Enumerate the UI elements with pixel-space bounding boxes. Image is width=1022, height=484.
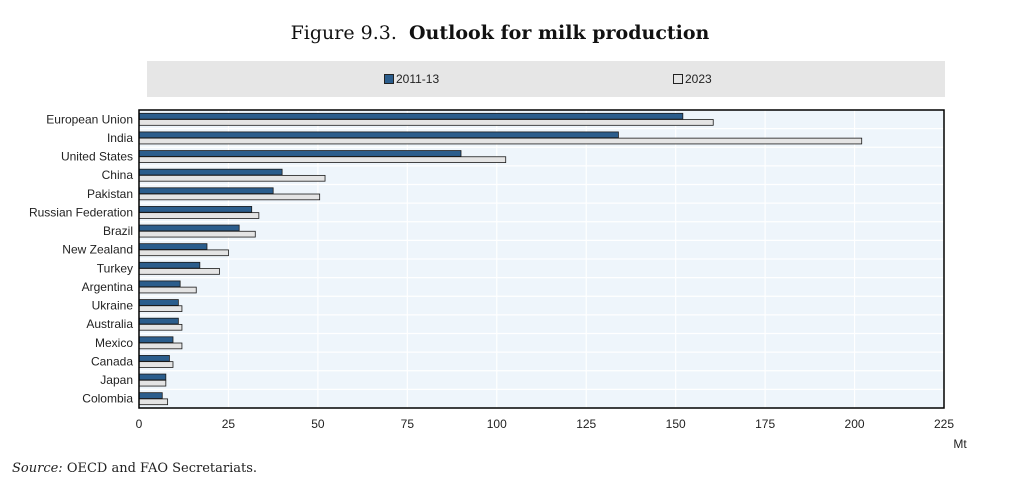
bar-2011-13 — [138, 336, 174, 344]
bar-chart: European Union India United States China Pak… — [29, 109, 967, 451]
category-label: Turkey — [97, 261, 133, 275]
category-label: Ukraine — [92, 299, 134, 313]
x-tick-label: 125 — [576, 417, 596, 431]
x-tick-label: 50 — [311, 417, 325, 431]
x-tick-label: 225 — [934, 417, 954, 431]
bar-2011-13 — [138, 224, 240, 232]
legend-swatch-2011-13 — [384, 74, 394, 84]
bar-2011-13 — [138, 280, 181, 288]
bar-2023 — [138, 342, 183, 350]
plot-border — [138, 109, 945, 409]
source-text: OECD and FAO Secretariats. — [66, 461, 258, 476]
bar-2023 — [138, 286, 197, 294]
category-label: Mexico — [95, 336, 133, 350]
category-label: New Zealand — [62, 243, 133, 257]
bar-2023 — [138, 305, 183, 312]
bar-2011-13 — [138, 168, 283, 176]
category-label: Russian Federation — [29, 205, 133, 219]
category-label: Argentina — [82, 280, 134, 294]
category-label: Brazil — [103, 224, 133, 238]
category-label: China — [102, 168, 134, 182]
bar-2023 — [138, 268, 220, 275]
x-tick-label: 75 — [401, 417, 415, 431]
category-label: Canada — [91, 354, 133, 368]
bar-2023 — [138, 193, 321, 201]
bar-2023 — [138, 156, 507, 163]
bar-2011-13 — [138, 299, 179, 306]
bar-2011-13 — [138, 317, 179, 325]
x-tick-label: 200 — [845, 417, 865, 431]
category-label: United States — [61, 150, 133, 164]
category-label: Colombia — [82, 392, 133, 406]
legend: 2011-13 2023 — [147, 61, 945, 97]
bar-2011-13 — [138, 373, 167, 381]
source-note: Source: OECD and FAO Secretariats. — [12, 461, 257, 476]
bar-2023 — [138, 361, 174, 368]
bar-2011-13 — [138, 206, 253, 213]
x-tick-label: 0 — [136, 417, 143, 431]
bar-2011-13 — [138, 261, 201, 269]
x-tick-label: 175 — [755, 417, 775, 431]
bar-2023 — [138, 323, 183, 331]
legend-label-2011-13: 2011-13 — [396, 72, 440, 86]
bar-2023 — [138, 119, 714, 126]
bar-2011-13 — [138, 187, 274, 195]
bar-2023 — [138, 137, 863, 145]
legend-item-2023: 2023 — [673, 72, 712, 86]
category-label: Pakistan — [87, 187, 133, 201]
x-tick-label: 100 — [487, 417, 507, 431]
legend-swatch-2023 — [673, 74, 683, 84]
bar-2011-13 — [138, 355, 170, 362]
figure-title: Figure 9.3. Outlook for milk production — [0, 22, 1000, 44]
legend-label-2023: 2023 — [685, 72, 712, 86]
bar-2011-13 — [138, 150, 462, 157]
bar-2023 — [138, 230, 256, 238]
category-label: Japan — [100, 373, 133, 387]
bar-2011-13 — [138, 131, 619, 139]
bar-2023 — [138, 249, 229, 257]
category-label: Australia — [86, 317, 133, 331]
category-label: India — [107, 131, 133, 145]
legend-item-2011-13: 2011-13 — [384, 72, 439, 86]
x-tick-label: 25 — [222, 417, 236, 431]
bar-2023 — [138, 212, 260, 219]
bar-2011-13 — [138, 243, 208, 250]
figure-name: Outlook for milk production — [408, 22, 710, 44]
x-tick-label: 150 — [666, 417, 686, 431]
bar-2023 — [138, 174, 326, 182]
bar-2011-13 — [138, 392, 163, 399]
figure-number: Figure 9.3. — [290, 22, 397, 44]
bar-2023 — [138, 379, 167, 387]
x-axis-label: Mt — [953, 437, 967, 451]
bar-2023 — [138, 398, 169, 406]
bar-2011-13 — [138, 112, 684, 120]
category-label: European Union — [46, 112, 133, 126]
source-label: Source: — [12, 461, 63, 476]
